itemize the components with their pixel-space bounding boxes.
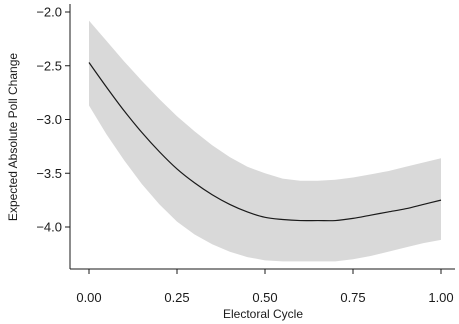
axes bbox=[69, 4, 455, 270]
x-ticks: 0.00 0.25 0.50 0.75 1.00 bbox=[76, 269, 454, 305]
y-tick-label: −4.0 bbox=[36, 220, 62, 235]
y-tick-label: −2.5 bbox=[36, 58, 62, 73]
x-tick-label: 0.00 bbox=[76, 290, 101, 305]
x-tick-label: 1.00 bbox=[428, 290, 453, 305]
x-tick-label: 0.75 bbox=[340, 290, 365, 305]
series-line bbox=[88, 62, 442, 222]
x-axis-title: Electoral Cycle bbox=[223, 307, 303, 321]
x-tick-label: 0.25 bbox=[164, 290, 189, 305]
confidence-band bbox=[89, 20, 441, 262]
y-tick-label: −3.0 bbox=[36, 112, 62, 127]
x-tick-label: 0.50 bbox=[252, 290, 277, 305]
y-tick-label: −3.5 bbox=[36, 166, 62, 181]
confidence-band-layer bbox=[89, 20, 441, 262]
y-tick-label: −2.0 bbox=[36, 5, 62, 20]
y-axis-title: Expected Absolute Poll Change bbox=[6, 53, 20, 221]
series-line-layer bbox=[88, 62, 442, 222]
y-ticks: −2.0 −2.5 −3.0 −3.5 −4.0 bbox=[36, 5, 70, 235]
